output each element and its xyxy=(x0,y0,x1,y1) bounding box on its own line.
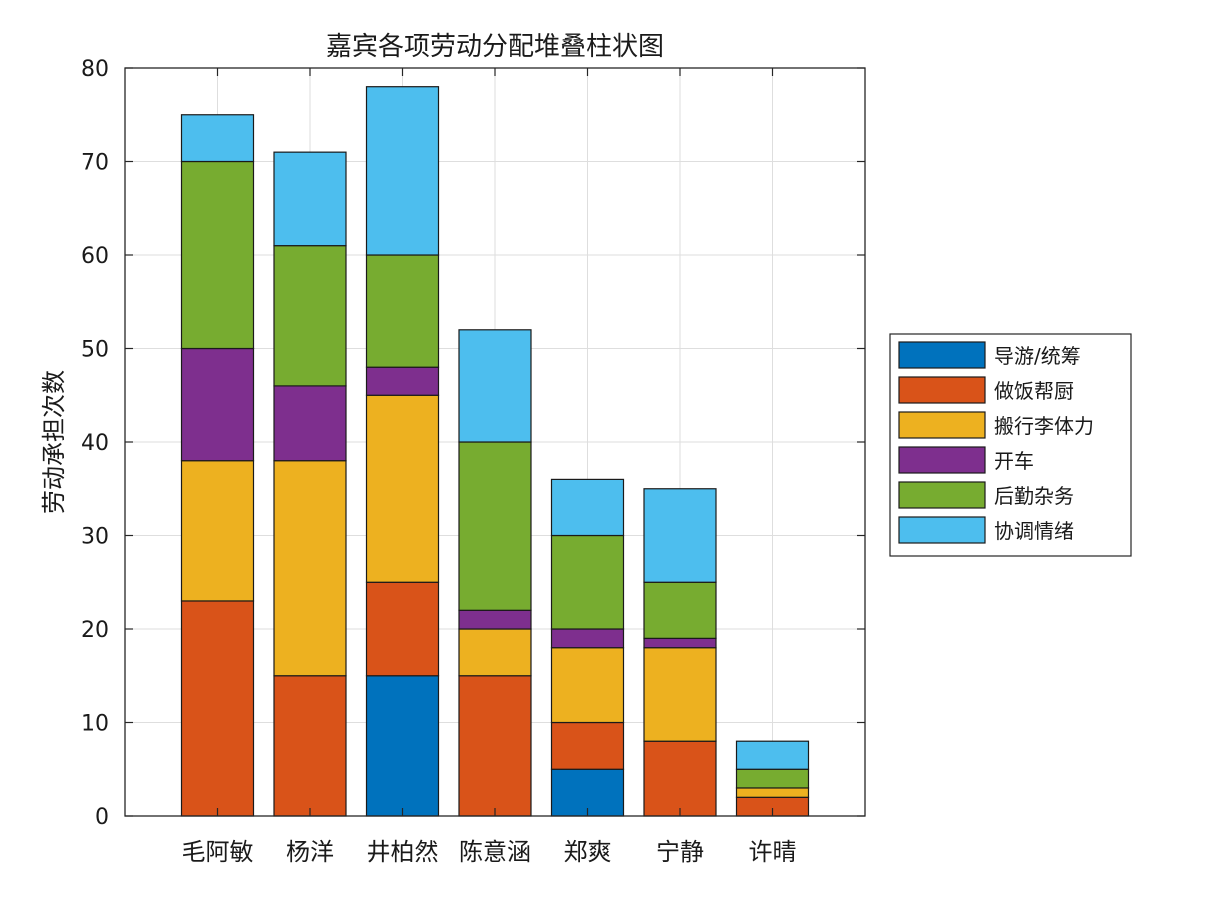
x-tick-label-3: 陈意涵 xyxy=(459,838,531,866)
y-tick-label-2: 20 xyxy=(81,618,109,643)
y-tick-label-5: 50 xyxy=(81,338,109,363)
bar-segment-4-4 xyxy=(550,534,625,630)
bar-segment-5-1 xyxy=(643,740,717,817)
bar-segment-4-5 xyxy=(550,478,625,537)
bars xyxy=(180,86,810,817)
y-tick-label-8: 80 xyxy=(81,57,109,82)
bar-segment-1-2 xyxy=(273,460,347,677)
legend-swatch-2 xyxy=(898,411,986,439)
bar-segment-5-3 xyxy=(643,637,717,649)
bar-segment-5-2 xyxy=(643,647,717,742)
y-tick-label-6: 60 xyxy=(81,244,109,269)
legend-label-2: 搬行李体力 xyxy=(994,414,1094,438)
bar-segment-1-5 xyxy=(273,151,347,247)
x-tick-label-4: 郑爽 xyxy=(564,838,612,866)
bar-segment-1-1 xyxy=(273,675,347,817)
legend-swatch-4 xyxy=(898,481,986,509)
y-tick-label-1: 10 xyxy=(81,712,109,737)
bar-segment-3-1 xyxy=(458,675,532,817)
bar-segment-3-4 xyxy=(458,441,532,611)
x-tick-label-5: 宁静 xyxy=(656,838,704,866)
legend-label-5: 协调情绪 xyxy=(994,519,1074,543)
y-tick-label-4: 40 xyxy=(81,431,109,456)
x-axis-ticks: 毛阿敏 杨洋 井柏然 陈意涵 郑爽 宁静 许晴 xyxy=(182,68,797,866)
bar-segment-0-5 xyxy=(180,114,255,163)
legend-label-1: 做饭帮厨 xyxy=(994,379,1074,403)
bar-segment-3-5 xyxy=(458,329,532,443)
legend-label-4: 后勤杂务 xyxy=(994,484,1074,508)
bar-segment-2-0 xyxy=(365,675,440,817)
y-tick-label-0: 0 xyxy=(95,805,109,830)
bar-segment-0-4 xyxy=(180,160,255,350)
bar-segment-0-3 xyxy=(180,347,255,462)
bar-segment-4-3 xyxy=(550,628,625,649)
y-tick-label-7: 70 xyxy=(81,151,109,176)
bar-segment-5-4 xyxy=(643,581,717,639)
chart-title: 嘉宾各项劳动分配堆叠柱状图 xyxy=(326,32,664,62)
bar-segment-6-2 xyxy=(735,787,810,798)
y-axis-ticks: 0 10 20 30 40 50 60 70 80 xyxy=(81,57,865,830)
legend-label-3: 开车 xyxy=(994,449,1034,473)
bar-segment-1-4 xyxy=(273,245,347,387)
x-tick-label-0: 毛阿敏 xyxy=(182,838,254,866)
bar-segment-4-2 xyxy=(550,647,625,724)
bar-segment-5-5 xyxy=(643,488,717,583)
y-axis-label: 劳动承担次数 xyxy=(40,370,68,514)
legend-swatch-3 xyxy=(898,446,986,474)
legend-label-0: 导游/统筹 xyxy=(994,344,1081,368)
bar-segment-2-5 xyxy=(365,86,440,256)
bar-segment-1-3 xyxy=(273,385,347,462)
bar-segment-0-1 xyxy=(180,600,255,817)
x-tick-label-6: 许晴 xyxy=(749,838,797,866)
bar-segment-6-5 xyxy=(735,740,810,770)
legend-swatch-5 xyxy=(898,516,986,544)
bar-segment-2-1 xyxy=(365,581,440,677)
bar-segment-3-3 xyxy=(458,609,532,630)
legend-swatch-0 xyxy=(898,341,986,369)
bar-segment-6-4 xyxy=(735,768,810,789)
bar-segment-0-2 xyxy=(180,460,255,602)
legend-swatch-1 xyxy=(898,376,986,404)
x-tick-label-2: 井柏然 xyxy=(367,838,439,866)
bar-segment-2-2 xyxy=(365,394,440,583)
bar-segment-2-4 xyxy=(365,254,440,368)
x-tick-label-1: 杨洋 xyxy=(286,838,334,866)
bar-segment-3-2 xyxy=(458,628,532,677)
y-tick-label-3: 30 xyxy=(81,525,109,550)
bar-segment-2-3 xyxy=(365,366,440,396)
bar-segment-4-1 xyxy=(550,721,625,770)
